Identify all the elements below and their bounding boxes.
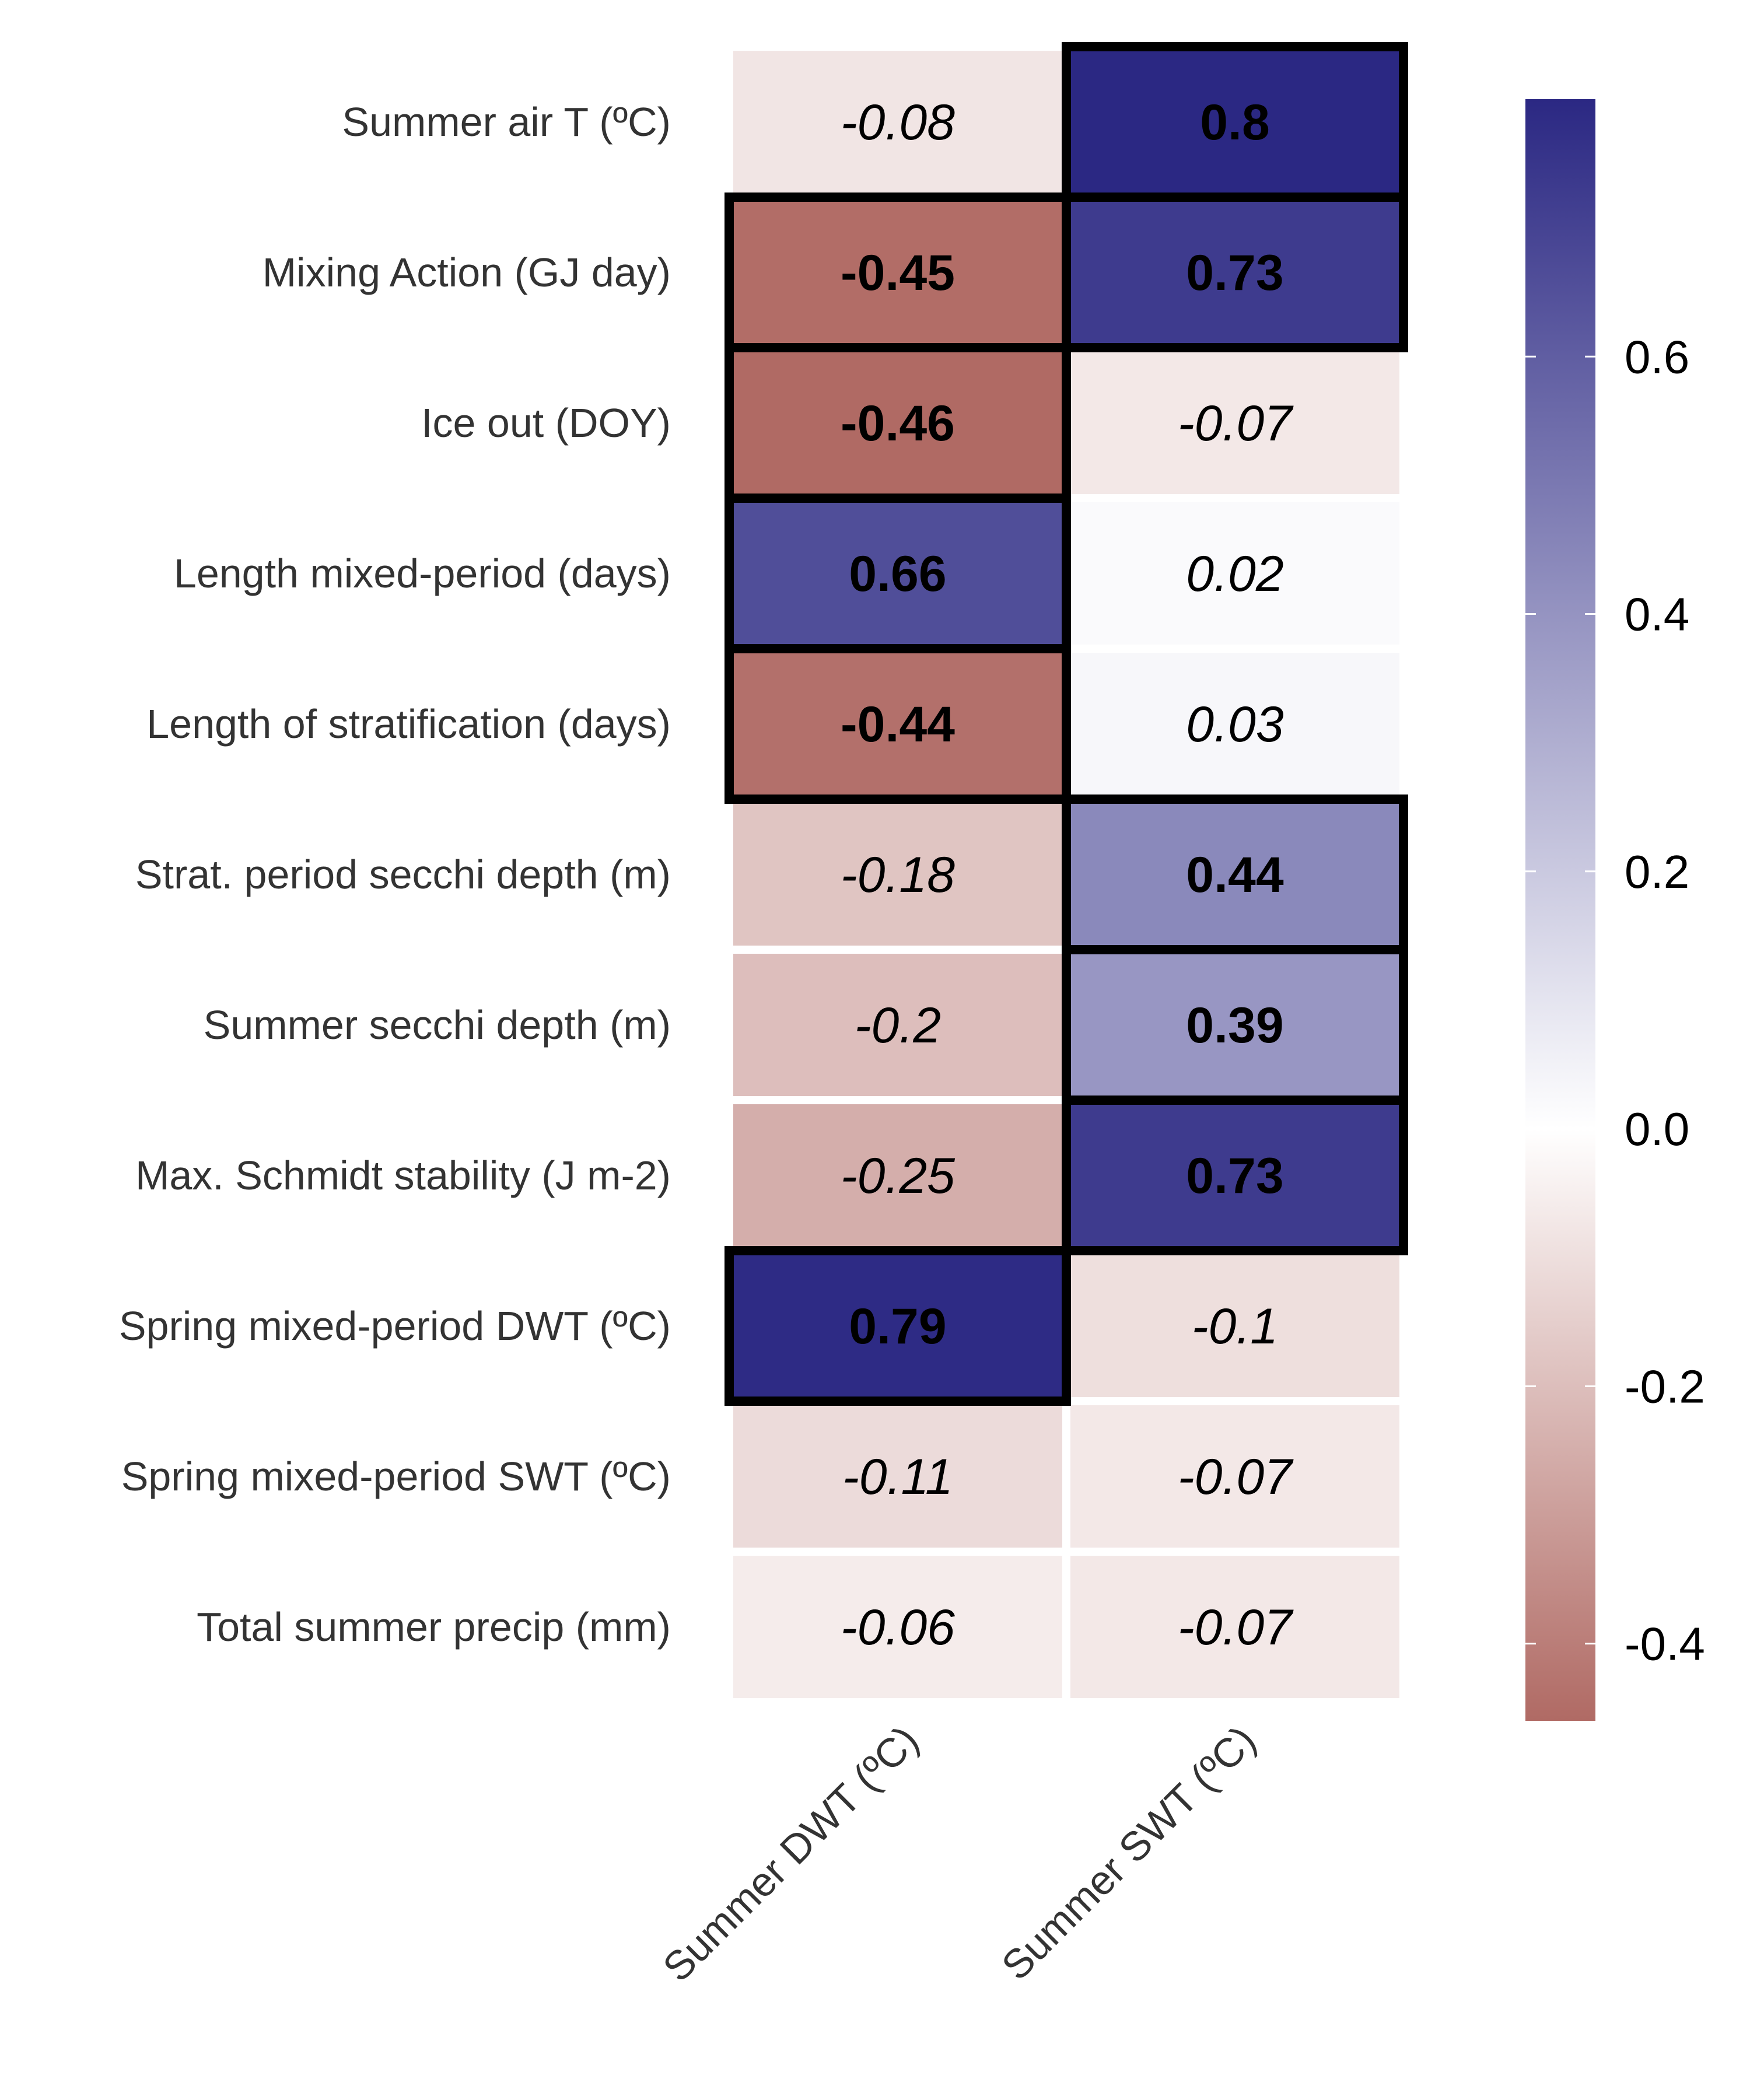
heatmap-cell (733, 1255, 1062, 1397)
heatmap-cell (1070, 352, 1399, 494)
heatmap-cell (1070, 954, 1399, 1096)
colorbar: -0.4 -0.2 0.0 0.2 0.4 0.6 (1525, 99, 1705, 1721)
colorbar-gradient (1525, 99, 1595, 1721)
cell-value: -0.07 (1178, 1600, 1294, 1656)
cell-value: 0.73 (1186, 1148, 1283, 1204)
cell-value: 0.03 (1186, 696, 1284, 752)
heatmap-cell (733, 1556, 1062, 1698)
colorbar-tick-label: 0.0 (1625, 1103, 1689, 1155)
colorbar-tick-label: 0.6 (1625, 331, 1689, 383)
row-label: Mixing Action (GJ day) (262, 250, 671, 295)
row-label: Ice out (DOY) (421, 400, 671, 446)
row-label: Summer air T (ºC) (342, 99, 671, 145)
column-labels: Summer DWT (ºC) Summer SWT (ºC) (654, 1717, 1264, 1990)
heatmap-cell (1070, 803, 1399, 946)
cell-value: 0.39 (1186, 998, 1283, 1054)
cell-value: -0.11 (842, 1449, 953, 1505)
row-label: Spring mixed-period DWT (ºC) (119, 1303, 671, 1349)
heatmap-cell (733, 502, 1062, 645)
row-label: Spring mixed-period SWT (ºC) (121, 1454, 671, 1499)
heatmap-cell (733, 1104, 1062, 1247)
cell-value: -0.46 (841, 396, 955, 452)
row-label: Max. Schmidt stability (J m-2) (135, 1153, 671, 1198)
colorbar-tick-label: 0.2 (1625, 846, 1689, 898)
heatmap-cell (1070, 653, 1399, 795)
cell-value: 0.73 (1186, 245, 1283, 301)
cell-value: -0.25 (841, 1148, 956, 1204)
cell-value: -0.06 (841, 1600, 955, 1656)
heatmap-cell (1070, 1405, 1399, 1548)
heatmap-cell (733, 201, 1062, 344)
colorbar-tick-label: -0.2 (1625, 1360, 1705, 1412)
cell-value: -0.1 (1192, 1298, 1278, 1354)
cell-value: -0.2 (855, 998, 941, 1054)
cell-value: -0.45 (841, 245, 955, 301)
heatmap-cell (1070, 1255, 1399, 1397)
cell-value: -0.08 (841, 94, 955, 150)
cell-value: -0.07 (1178, 396, 1294, 452)
highlight-borders (724, 42, 1408, 1406)
row-label: Total summer precip (mm) (197, 1604, 671, 1650)
heatmap-cell (1070, 502, 1399, 645)
cell-value: -0.07 (1178, 1449, 1294, 1505)
cell-value: 0.79 (849, 1298, 946, 1354)
heatmap-cell (733, 653, 1062, 795)
cell-value: 0.44 (1186, 847, 1284, 903)
column-label: Summer DWT (ºC) (654, 1717, 927, 1990)
cell-value: -0.44 (841, 696, 955, 752)
significance-border (724, 1246, 1071, 1406)
cell-value: -0.18 (841, 847, 955, 903)
cell-value: 0.02 (1186, 546, 1283, 602)
heatmap-cell (733, 1405, 1062, 1548)
heatmap-cell (1070, 51, 1399, 193)
cell-value: 0.8 (1200, 94, 1270, 150)
significance-border (1062, 1096, 1408, 1255)
row-label: Strat. period secchi depth (m) (135, 852, 671, 897)
significance-border (1062, 192, 1408, 352)
heatmap-cell (733, 352, 1062, 494)
heatmap-cell (733, 954, 1062, 1096)
heatmap-cell (1070, 1104, 1399, 1247)
row-label: Length of stratification (days) (146, 701, 671, 747)
heatmap-cell (1070, 1556, 1399, 1698)
heatmap-cell (733, 51, 1062, 193)
row-label: Summer secchi depth (m) (204, 1002, 671, 1048)
cell-value: 0.66 (849, 546, 946, 602)
heatmap-cell (1070, 201, 1399, 344)
row-label: Length mixed-period (days) (174, 551, 671, 596)
colorbar-tick-label: 0.4 (1625, 589, 1689, 640)
row-labels: Summer air T (ºC) Mixing Action (GJ day) I… (119, 99, 671, 1650)
heatmap-cells (733, 51, 1399, 1698)
heatmap-cell (733, 803, 1062, 946)
column-label: Summer SWT (ºC) (993, 1717, 1265, 1989)
cell-value-labels: -0.08 0.8 -0.45 0.73 -0.46 -0.07 0.66 0.02 -0.44… (841, 94, 1294, 1656)
significance-border (724, 644, 1071, 804)
colorbar-tick-label: -0.4 (1625, 1618, 1705, 1670)
